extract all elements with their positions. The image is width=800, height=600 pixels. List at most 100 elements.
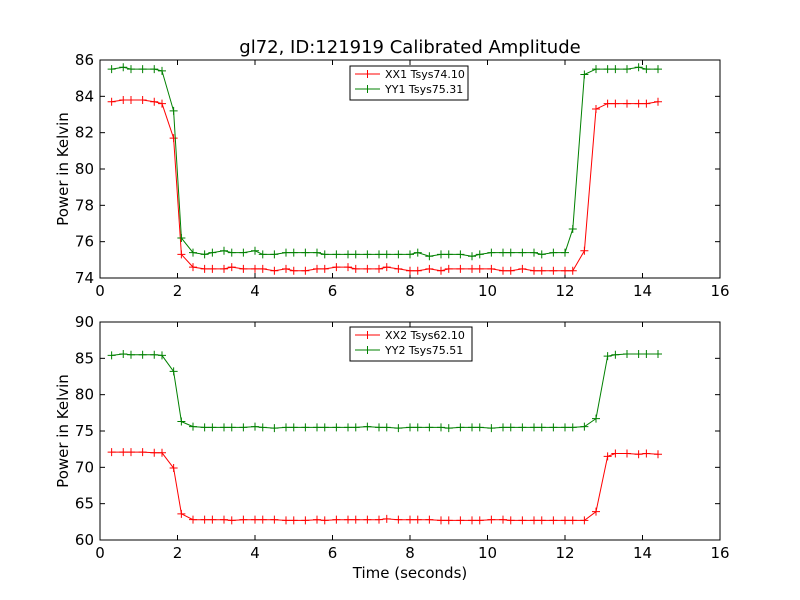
data-point <box>332 423 341 432</box>
data-point <box>320 264 329 273</box>
data-point <box>654 97 662 106</box>
data-point <box>258 264 267 273</box>
data-point <box>177 417 186 426</box>
data-point <box>530 423 538 432</box>
data-point <box>537 423 546 432</box>
data-point <box>537 516 546 525</box>
data-point <box>119 63 128 72</box>
data-point <box>456 423 465 432</box>
data-point <box>313 423 321 432</box>
data-point <box>313 248 321 257</box>
data-point <box>444 516 453 525</box>
data-point <box>537 250 546 259</box>
data-point <box>351 423 360 432</box>
data-point <box>158 66 166 75</box>
data-point <box>456 264 465 273</box>
data-point <box>227 516 236 525</box>
data-point <box>425 252 434 261</box>
data-point <box>425 423 434 432</box>
data-point <box>158 448 166 457</box>
data-point <box>468 516 476 525</box>
y-tick-label: 60 <box>75 531 94 549</box>
data-point <box>518 516 527 525</box>
data-point <box>506 266 515 275</box>
y-tick-label: 65 <box>75 495 94 513</box>
data-point <box>603 65 612 74</box>
data-point <box>270 250 279 259</box>
data-point <box>549 266 558 275</box>
data-point <box>220 246 228 255</box>
data-point <box>282 264 290 273</box>
data-point <box>270 424 279 433</box>
data-point <box>468 252 476 261</box>
data-point <box>394 264 403 273</box>
data-point <box>270 266 279 275</box>
data-point <box>437 423 445 432</box>
data-point <box>107 65 116 74</box>
data-point <box>220 264 228 273</box>
x-tick-label: 12 <box>555 544 574 562</box>
data-point <box>239 264 248 273</box>
data-point <box>138 448 147 457</box>
data-point <box>642 349 651 358</box>
data-point <box>561 423 569 432</box>
data-point <box>351 264 360 273</box>
x-tick-label: 0 <box>95 282 105 300</box>
data-point <box>499 515 507 524</box>
data-point <box>530 516 538 525</box>
chart-title: gl72, ID:121919 Calibrated Amplitude <box>239 37 580 58</box>
data-point <box>332 515 341 524</box>
data-point <box>592 65 600 74</box>
data-point <box>406 250 414 259</box>
data-point <box>642 449 651 458</box>
data-point <box>561 516 569 525</box>
x-tick-label: 8 <box>405 282 415 300</box>
data-point <box>289 516 298 525</box>
data-point <box>107 351 116 360</box>
data-point <box>332 263 341 272</box>
data-point <box>425 515 434 524</box>
data-point <box>475 264 484 273</box>
data-point <box>394 250 403 259</box>
data-point <box>127 448 135 457</box>
x-tick-label: 10 <box>478 282 497 300</box>
data-point <box>506 516 515 525</box>
data-point <box>220 515 228 524</box>
y-tick-label: 74 <box>75 269 94 287</box>
x-tick-label: 4 <box>250 282 260 300</box>
data-point <box>530 248 538 257</box>
data-point <box>351 250 360 259</box>
data-point <box>611 99 620 108</box>
data-point <box>150 448 159 457</box>
data-point <box>568 266 577 275</box>
top-panel: 0 2 4 6 8 10 12 14 16 74 76 78 80 82 84 86 Power in Kelv… <box>54 51 730 300</box>
data-point <box>258 515 267 524</box>
data-point <box>518 248 527 257</box>
data-point <box>487 515 496 524</box>
data-point <box>382 423 391 432</box>
data-point <box>611 449 620 458</box>
data-point <box>549 248 558 257</box>
data-point <box>200 250 209 259</box>
data-point <box>200 515 209 524</box>
data-point <box>549 516 558 525</box>
data-point <box>363 515 372 524</box>
data-point <box>437 266 445 275</box>
x-tick-label: 14 <box>633 282 652 300</box>
data-point <box>456 516 465 525</box>
y-tick-label: 76 <box>75 233 94 251</box>
x-tick-label: 2 <box>173 544 183 562</box>
x-tick-label: 16 <box>710 544 729 562</box>
data-point <box>344 515 352 524</box>
data-point <box>406 515 414 524</box>
legend-marker <box>363 85 372 93</box>
data-point <box>127 95 135 104</box>
data-point <box>127 350 135 359</box>
data-point <box>592 414 600 423</box>
data-point <box>413 423 422 432</box>
data-point <box>549 423 558 432</box>
data-point <box>499 248 507 257</box>
legend-label: YY1 Tsys75.31 <box>384 83 463 96</box>
y-tick-label: 70 <box>75 458 94 476</box>
data-point <box>208 423 217 432</box>
